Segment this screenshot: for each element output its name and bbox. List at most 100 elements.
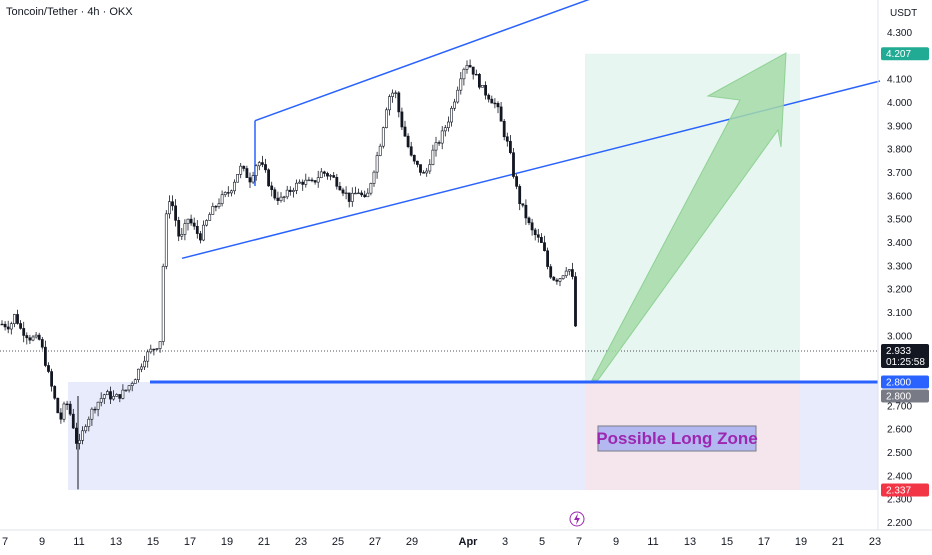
candle [555,278,559,285]
candle [543,235,546,252]
candle-body [62,403,66,420]
channel-upper-line[interactable] [254,0,660,122]
candle-body [164,213,168,267]
candle-body [301,181,305,185]
candle [248,172,252,189]
time-tick-label: 7 [576,536,582,548]
time-tick-label: 17 [758,536,770,548]
candle [59,408,63,424]
candle [409,141,413,157]
time-tick-label: 23 [295,536,307,548]
candle [16,309,19,325]
candle-body [93,408,97,411]
candle-body [152,348,156,351]
candle-body [183,223,187,235]
candle [121,384,125,400]
candle [341,187,345,197]
candle [546,247,550,270]
candle [177,216,181,242]
time-tick-label: 21 [832,536,844,548]
candle [199,231,202,244]
candle-body [53,385,57,399]
candle-body [456,89,460,103]
candle-body [34,334,38,338]
candle [226,186,230,197]
candle [295,179,298,195]
candle-body [65,403,69,406]
target-price-badge-text: 4.207 [886,49,911,60]
time-tick-label: 21 [258,536,270,548]
candle [143,355,147,371]
candle-body [90,408,94,420]
candle [357,188,360,195]
lightning-icon[interactable] [569,511,585,527]
candle [310,177,314,183]
candle-body [245,168,249,178]
candle [326,171,329,180]
candle-body [326,173,329,177]
candle-body [230,190,233,194]
candle-body [96,401,100,410]
candle-body [168,201,171,215]
price-axis[interactable]: 4.300 4.100 4.000 3.900 3.800 3.700 3.600 3.500… [887,28,912,529]
candle [56,397,60,414]
candle-body [505,136,509,142]
annotation-box[interactable] [597,425,757,452]
chart-title: Toncoin/Tether · 4h · OKX [6,6,133,18]
stop-price-badge-text: 2.337 [886,486,911,497]
candle [161,263,165,346]
candle [267,168,271,187]
annotation-text: Possible Long Zone [596,429,758,448]
candle-body [425,170,429,174]
candle-body [357,192,360,195]
price-tick-label: 2.200 [887,518,912,529]
price-tick-label: 2.600 [887,425,912,436]
candle [487,93,491,103]
candle [183,219,187,241]
candle-body [295,182,298,191]
candle [307,176,311,182]
support-level-badge-text: 2.800 [886,378,911,389]
candle [558,277,562,287]
candle-body [273,189,277,199]
current-price-badge [881,343,929,368]
candle-body [481,84,484,88]
candle [549,264,553,279]
candle [431,144,435,166]
candle [202,220,205,242]
candle [453,98,457,111]
candle [239,162,243,179]
candle [419,164,422,176]
candle-body [335,177,339,187]
candle [369,182,373,196]
time-tick-label: 19 [221,536,233,548]
candle [288,186,292,196]
candle-body [422,172,426,174]
candle [155,348,159,351]
candle-body [195,225,199,234]
candle-body [239,165,243,175]
candle [316,170,320,188]
candle [211,202,215,215]
candle-body [490,98,494,104]
target-arrow[interactable] [591,52,787,381]
candle [205,219,209,227]
price-tick-label: 3.300 [887,261,912,272]
candle-body [81,430,85,441]
candle [484,81,488,100]
candle [260,155,264,168]
candle [291,187,295,198]
candle [186,218,190,231]
candle-body [22,328,26,336]
candle [285,185,289,200]
time-axis[interactable]: 7 9 11 13 15 17 19 21 23 25 27 29 Apr 3 5 7 9 11 13 15 17 19 2… [2,536,881,548]
candle-body [291,190,295,192]
candle [462,67,466,86]
candle-body [298,181,302,184]
candle-body [391,92,395,97]
candle-body [515,176,519,187]
candle [344,186,348,200]
price-tick-label: 4.000 [887,98,912,109]
